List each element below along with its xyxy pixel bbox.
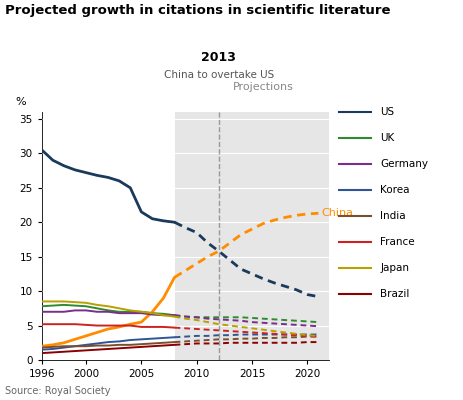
Text: France: France: [380, 237, 414, 247]
Text: Japan: Japan: [380, 263, 408, 273]
Text: India: India: [380, 211, 405, 221]
Text: Brazil: Brazil: [380, 289, 409, 299]
Text: 2013: 2013: [201, 51, 236, 64]
Text: Source: Royal Society: Source: Royal Society: [5, 386, 110, 396]
Text: China: China: [321, 208, 353, 218]
Text: Projections: Projections: [232, 82, 293, 92]
Text: Germany: Germany: [380, 159, 427, 169]
Text: Korea: Korea: [380, 185, 409, 195]
Bar: [174, 112, 329, 360]
Text: China to overtake US: China to overtake US: [163, 70, 273, 80]
Text: Projected growth in citations in scientific literature: Projected growth in citations in scienti…: [5, 4, 389, 17]
Text: UK: UK: [380, 133, 394, 143]
Text: US: US: [380, 107, 394, 117]
Text: %: %: [16, 97, 26, 107]
